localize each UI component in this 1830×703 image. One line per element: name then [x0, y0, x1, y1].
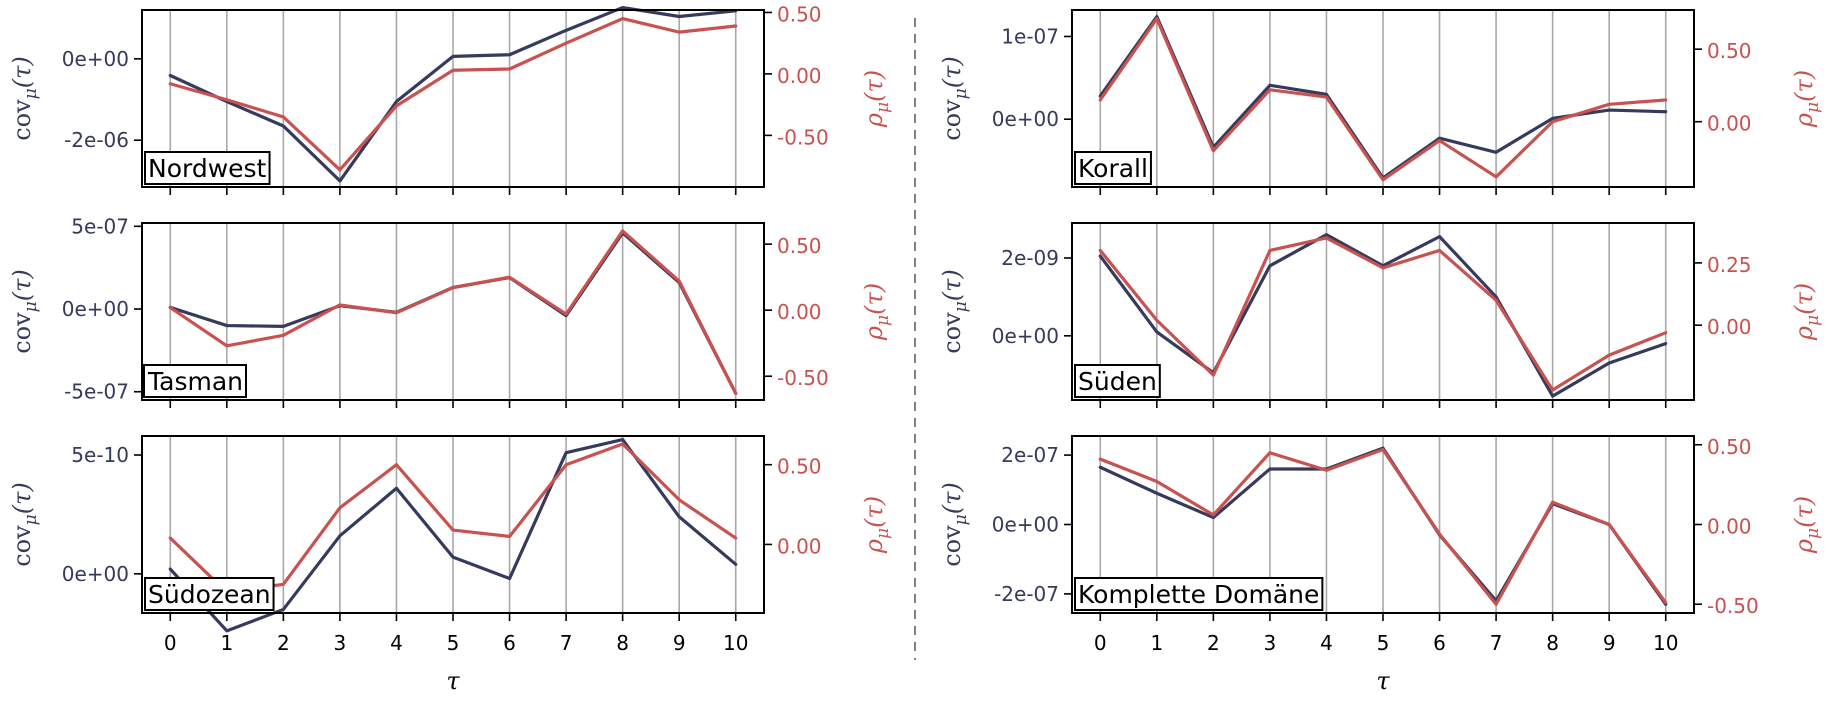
- tick-label-left: 0e+00: [62, 297, 129, 321]
- y-axis-label-left: covμ(τ): [8, 482, 41, 567]
- x-axis-label: τ: [1376, 667, 1390, 695]
- tick-label-x: 4: [390, 631, 403, 655]
- tick-label-left: 0e+00: [992, 107, 1059, 131]
- series-line-rho: [1098, 447, 1668, 606]
- tick-label-left: 2e-09: [1001, 246, 1059, 270]
- tick-label-x: 1: [220, 631, 233, 655]
- tick-label-x: 3: [1264, 631, 1277, 655]
- tick-label-right: 0.00: [1707, 315, 1752, 339]
- tick-label-left: 0e+00: [62, 47, 129, 71]
- tick-label-right: 0.00: [1707, 515, 1752, 539]
- tick-label-right: 0.00: [777, 300, 822, 324]
- chart-panel-3: 2e-09 0e+00 0.25 0.00 covμ(τ) ρμ(τ) Süden: [938, 222, 1823, 408]
- panel-title: Süden: [1078, 367, 1157, 396]
- tick-label-right: -0.50: [777, 366, 829, 390]
- tick-label-x: 9: [673, 631, 686, 655]
- tick-label-x: 3: [334, 631, 347, 655]
- panel-title-box: [1074, 577, 1324, 611]
- x-axis-label: τ: [446, 667, 460, 695]
- y-axis-label-right: ρμ(τ): [1790, 70, 1823, 128]
- y-axis-label-left: covμ(τ): [8, 269, 41, 354]
- tick-label-right: 0.00: [777, 534, 822, 558]
- panel-title: Komplette Domäne: [1078, 580, 1319, 609]
- tick-label-x: 5: [1377, 631, 1390, 655]
- tick-label-right: 0.50: [777, 455, 822, 479]
- tick-label-left: 0e+00: [62, 562, 129, 586]
- tick-label-right: 0.50: [777, 2, 822, 26]
- tick-label-right: 0.50: [777, 234, 822, 258]
- chart-panel-4: 5e-10 0e+00 0.50 0.00 0 1 2 3 4 5 6 7 8 9 10 τ covμ(τ) ρμ…: [8, 435, 893, 695]
- y-axis-label-left: covμ(τ): [938, 56, 971, 141]
- tick-label-x: 4: [1320, 631, 1333, 655]
- tick-label-right: 0.00: [1707, 112, 1752, 136]
- tick-label-left: 2e-07: [1001, 443, 1059, 467]
- y-axis-label-left: covμ(τ): [938, 269, 971, 354]
- tick-label-left: -2e-07: [994, 582, 1059, 606]
- tick-label-x: 9: [1603, 631, 1616, 655]
- tick-label-x: 2: [1207, 631, 1220, 655]
- y-axis-label-right: ρμ(τ): [860, 70, 893, 128]
- tick-label-left: 0e+00: [992, 513, 1059, 537]
- panel-title-box: [143, 364, 247, 398]
- tick-label-x: 7: [560, 631, 573, 655]
- chart-panel-0: 0e+00 -2e-06 0.50 0.00 -0.50 covμ(τ) ρμ(τ) Nord…: [8, 2, 893, 195]
- tick-label-x: 7: [1490, 631, 1503, 655]
- series-line-rho: [1098, 17, 1668, 182]
- tick-label-x: 6: [1433, 631, 1446, 655]
- tick-label-right: -0.50: [777, 125, 829, 149]
- tick-label-left: 5e-07: [71, 214, 129, 238]
- tick-label-x: 2: [277, 631, 290, 655]
- y-axis-label-right: ρμ(τ): [1790, 283, 1823, 341]
- tick-label-x: 8: [1546, 631, 1559, 655]
- panel-title-box: [1074, 151, 1152, 185]
- tick-label-x: 10: [723, 631, 748, 655]
- tick-label-x: 6: [503, 631, 516, 655]
- chart-panel-5: 2e-07 0e+00 -2e-07 0.50 0.00 -0.50 0 1 2 3 4 5 6 7 8 9 1…: [938, 435, 1823, 695]
- tick-label-left: -2e-06: [64, 128, 129, 152]
- y-axis-label-left: covμ(τ): [8, 56, 41, 141]
- chart-panel-1: 1e-07 0e+00 0.50 0.00 covμ(τ) ρμ(τ) Korall: [938, 9, 1823, 195]
- panel-title-box: [144, 151, 271, 185]
- series-line-cov: [1098, 233, 1668, 398]
- tick-label-left: -5e-07: [64, 380, 129, 404]
- tick-label-x: 8: [616, 631, 629, 655]
- tick-label-x: 0: [164, 631, 177, 655]
- tick-label-right: 0.25: [1707, 253, 1752, 277]
- y-axis-label-right: ρμ(τ): [1790, 496, 1823, 554]
- series-line-rho: [168, 229, 738, 395]
- y-axis-label-left: covμ(τ): [938, 482, 971, 567]
- series-line-rho: [168, 17, 738, 172]
- panel-title: Nordwest: [148, 154, 267, 183]
- tick-label-right: -0.50: [1707, 594, 1759, 618]
- tick-label-right: 0.00: [777, 64, 822, 88]
- chart-panel-2: 5e-07 0e+00 -5e-07 0.50 0.00 -0.50 covμ(τ) ρμ(τ…: [8, 214, 893, 408]
- tick-label-right: 0.50: [1707, 39, 1752, 63]
- y-axis-label-right: ρμ(τ): [860, 496, 893, 554]
- tick-label-x: 1: [1150, 631, 1163, 655]
- tick-label-x: 5: [447, 631, 460, 655]
- y-axis-label-right: ρμ(τ): [860, 283, 893, 341]
- panels: 0e+00 -2e-06 0.50 0.00 -0.50 covμ(τ) ρμ(τ) Nord…: [8, 2, 1823, 695]
- panel-title: Korall: [1078, 154, 1148, 183]
- tick-label-x: 0: [1094, 631, 1107, 655]
- panel-title: Tasman: [147, 367, 243, 396]
- tick-label-x: 10: [1653, 631, 1678, 655]
- series-line-rho: [1098, 236, 1668, 392]
- panel-title: Südozean: [148, 580, 271, 609]
- tick-label-left: 5e-10: [71, 443, 129, 467]
- panel-title-box: [1074, 364, 1161, 398]
- series-line-cov: [168, 437, 738, 633]
- panel-title-box: [144, 577, 275, 611]
- tick-label-left: 1e-07: [1001, 24, 1059, 48]
- tick-label-right: 0.50: [1707, 435, 1752, 459]
- tick-label-left: 0e+00: [992, 324, 1059, 348]
